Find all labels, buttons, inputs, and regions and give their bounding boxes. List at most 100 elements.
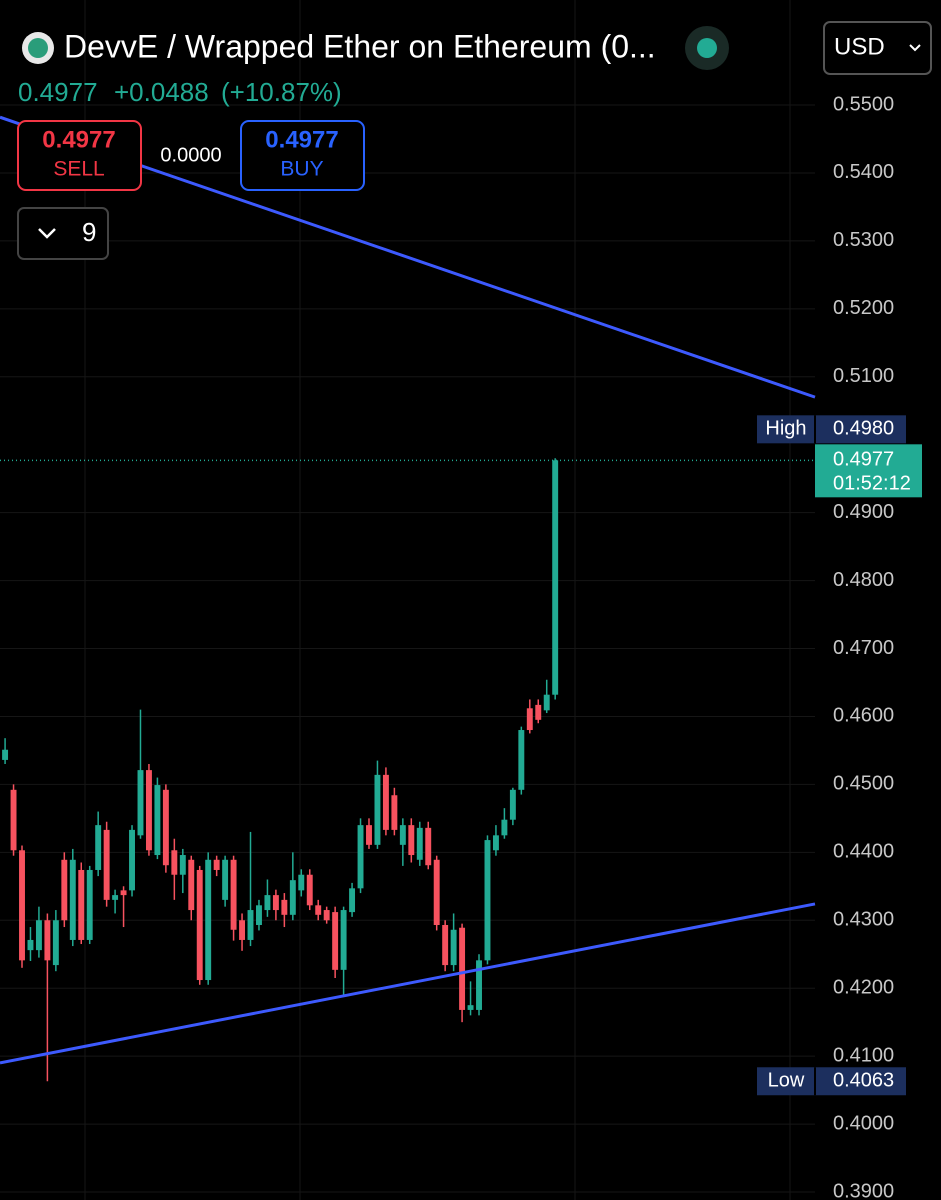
dropdown-chevron [909, 44, 921, 52]
last-price-label: 0.4977 [833, 449, 894, 471]
y-tick-label: 0.4800 [833, 569, 894, 591]
marker-badge [757, 415, 906, 444]
candle-body [95, 825, 102, 870]
y-tick-label: 0.5400 [833, 161, 894, 183]
currency-select[interactable] [823, 21, 932, 75]
candle-body [306, 874, 313, 906]
candle-body [289, 880, 296, 915]
candle-body [518, 730, 525, 790]
y-tick-label: 0.4700 [833, 637, 894, 659]
candle-body [340, 910, 347, 970]
candle-body [433, 859, 440, 926]
countdown: 01:52:12 [833, 473, 911, 495]
token-icon-inner [28, 38, 48, 58]
candle-body [425, 827, 432, 866]
candle-body [230, 859, 237, 930]
candle-body [526, 708, 533, 731]
candle-body [188, 859, 195, 911]
candle-body [332, 912, 339, 970]
candle-body [78, 869, 85, 940]
candle-body [112, 895, 119, 900]
candle-body [408, 825, 415, 856]
header: DevvE / Wrapped Ether on Ethereum (0... … [17, 21, 932, 260]
candle-body [264, 895, 271, 911]
candle-body [27, 939, 34, 951]
sell-label[interactable]: SELL [53, 158, 104, 181]
y-tick-label: 0.4100 [833, 1044, 894, 1066]
candle-body [391, 795, 398, 830]
buy-label[interactable]: BUY [280, 158, 323, 181]
marker-name: High [765, 418, 806, 440]
price: 0.4977 [18, 77, 98, 107]
candle-body [382, 774, 389, 830]
candle-body [467, 1005, 474, 1010]
candle-body [2, 749, 9, 760]
currency[interactable]: USD [834, 33, 885, 60]
candle-body [281, 899, 288, 915]
candle-body [44, 920, 51, 961]
spread: 0.0000 [160, 144, 221, 166]
indicators-toggle[interactable] [17, 207, 109, 260]
last-price-badge [815, 444, 922, 498]
candle-body [137, 770, 144, 836]
candle-body [484, 840, 491, 961]
candle-body [366, 825, 372, 845]
candle-body [459, 927, 466, 1010]
candle-body [442, 925, 449, 966]
candle-body [552, 460, 559, 695]
candle-body [298, 874, 305, 891]
candle-body [399, 825, 406, 845]
candle-body [349, 888, 356, 913]
candle-body [129, 829, 135, 891]
candle-body [213, 859, 220, 870]
candle-body [222, 859, 229, 900]
change-pct: (+10.87%) [221, 77, 342, 107]
candle-body [543, 694, 550, 711]
title: DevvE / Wrapped Ether on Ethereum (0... [64, 28, 656, 64]
candle-body [535, 704, 542, 720]
candle-body [10, 789, 17, 851]
y-tick-label: 0.4000 [833, 1112, 894, 1134]
candle-body [205, 859, 212, 981]
candle-body [86, 869, 93, 940]
indicator-count[interactable]: 9 [82, 217, 96, 247]
candle-body [162, 789, 169, 866]
candle-body [61, 859, 68, 921]
candle-body [476, 960, 482, 1010]
marker-badge [757, 1067, 906, 1096]
y-tick-label: 0.4900 [833, 501, 894, 523]
y-tick-label: 0.4400 [833, 841, 894, 863]
candle-body [103, 829, 110, 900]
candle-body [450, 929, 457, 966]
collapse-chevron [38, 228, 56, 239]
buy-price[interactable]: 0.4977 [265, 126, 338, 153]
candle-body [256, 905, 262, 926]
y-tick-label: 0.5100 [833, 365, 894, 387]
y-tick-label: 0.4600 [833, 705, 894, 727]
y-tick-label: 0.5500 [833, 93, 894, 115]
y-tick-label: 0.5200 [833, 297, 894, 319]
marker-name: Low [768, 1070, 805, 1092]
sell-price[interactable]: 0.4977 [42, 126, 115, 153]
candle-body [323, 910, 330, 921]
marker-value: 0.4980 [833, 418, 894, 440]
candle-body [35, 920, 42, 951]
y-tick-label: 0.4500 [833, 773, 894, 795]
candle-body [154, 785, 161, 856]
y-tick-label: 0.4200 [833, 976, 894, 998]
sell-button[interactable] [17, 120, 142, 191]
candle-body [69, 859, 76, 940]
candle-body [509, 789, 516, 820]
buy-button[interactable] [240, 120, 365, 191]
candle-body [145, 770, 152, 851]
status-dot [697, 38, 717, 58]
trend-line [0, 902, 816, 1065]
candle-body [492, 835, 499, 851]
candle-body [52, 920, 59, 966]
y-tick-label: 0.4300 [833, 909, 894, 931]
candle-body [171, 850, 178, 875]
candle-body [272, 895, 279, 911]
candle-body [196, 869, 203, 981]
